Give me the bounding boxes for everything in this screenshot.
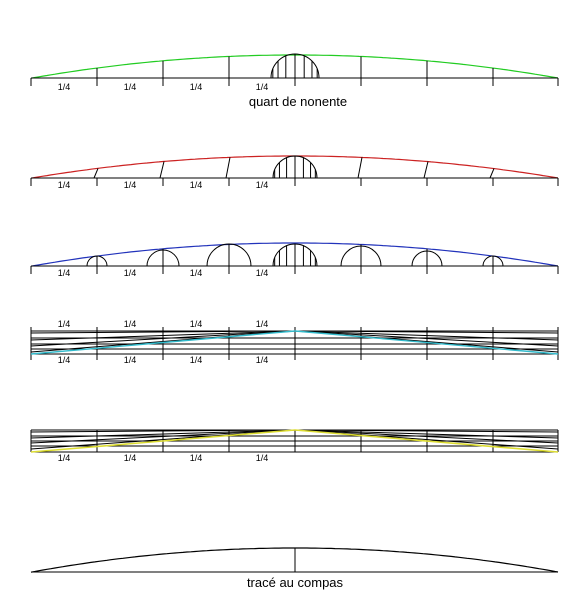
panel-cyan-construction: 1/4 1/4 1/4 1/4 1/4 1/4 1/4 1/4 <box>30 319 559 365</box>
half-circle <box>272 243 318 267</box>
converging-line <box>294 429 559 433</box>
quarter-label: 1/4 <box>190 453 203 463</box>
quarter-label: 1/4 <box>190 82 203 92</box>
quarter-label: 1/4 <box>58 180 71 190</box>
quarter-label: 1/4 <box>256 319 269 329</box>
panel-red-arc: 1/4 1/4 1/4 1/4 <box>30 155 559 190</box>
ordinate <box>357 157 363 179</box>
ordinate <box>423 161 429 179</box>
converging-line <box>294 429 559 439</box>
quarter-circle-fan <box>272 243 318 267</box>
converging-line <box>294 330 559 334</box>
ordinate <box>489 168 495 179</box>
quarter-labels: 1/4 1/4 1/4 1/4 <box>58 180 269 190</box>
converging-line <box>30 429 296 433</box>
ordinate <box>93 168 99 179</box>
quarter-label: 1/4 <box>124 355 137 365</box>
quarter-circle-fan <box>270 53 320 79</box>
quarter-label: 1/4 <box>124 180 137 190</box>
converging-line <box>294 330 559 341</box>
quarter-labels-top: 1/4 1/4 1/4 1/4 <box>58 319 269 329</box>
blue-arc <box>30 242 559 267</box>
ordinate-marks <box>30 266 559 274</box>
ordinate <box>159 161 165 179</box>
yellow-line <box>30 429 296 453</box>
quarter-circle-fan <box>272 155 318 179</box>
panel-yellow-construction: 1/4 1/4 1/4 1/4 <box>30 429 559 463</box>
cyan-line <box>294 330 559 355</box>
half-circle <box>270 53 320 79</box>
quarter-label: 1/4 <box>124 268 137 278</box>
construction-lines <box>30 327 559 360</box>
semicircles <box>86 243 504 267</box>
quarter-labels: 1/4 1/4 1/4 1/4 <box>58 453 269 463</box>
caption-trace-au-compas: tracé au compas <box>247 575 344 590</box>
quarter-label: 1/4 <box>256 82 269 92</box>
semicircle <box>86 255 108 267</box>
ordinate <box>225 157 231 179</box>
ordinate-marks <box>30 157 559 186</box>
panel-quart-de-nonente: 1/4 1/4 1/4 1/4 quart de nonente <box>30 53 559 109</box>
half-circle <box>272 155 318 179</box>
quarter-label: 1/4 <box>190 268 203 278</box>
quarter-label: 1/4 <box>256 453 269 463</box>
caption-quart-de-nonente: quart de nonente <box>249 94 347 109</box>
quarter-labels-bottom: 1/4 1/4 1/4 1/4 <box>58 355 269 365</box>
quarter-label: 1/4 <box>256 355 269 365</box>
panel-blue-arc: 1/4 1/4 1/4 1/4 <box>30 242 559 278</box>
ordinate-marks <box>30 56 559 86</box>
cyan-line <box>30 330 296 355</box>
quarter-labels: 1/4 1/4 1/4 1/4 <box>58 268 269 278</box>
panel-trace-au-compas: tracé au compas <box>30 547 559 590</box>
quarter-label: 1/4 <box>58 453 71 463</box>
converging-line <box>294 429 559 444</box>
converging-line <box>294 330 559 347</box>
quarter-label: 1/4 <box>190 180 203 190</box>
quarter-label: 1/4 <box>256 268 269 278</box>
semicircle <box>482 255 504 267</box>
semicircle <box>206 243 252 267</box>
converging-line <box>30 330 296 334</box>
quarter-label: 1/4 <box>58 268 71 278</box>
quarter-label: 1/4 <box>190 319 203 329</box>
converging-line <box>30 330 296 347</box>
construction-lines <box>30 429 559 453</box>
converging-line <box>30 429 296 444</box>
converging-line <box>30 330 296 341</box>
quarter-label: 1/4 <box>124 319 137 329</box>
quarter-label: 1/4 <box>58 355 71 365</box>
quarter-label: 1/4 <box>124 82 137 92</box>
quarter-label: 1/4 <box>256 180 269 190</box>
quarter-label: 1/4 <box>58 82 71 92</box>
yellow-line <box>294 429 559 453</box>
quarter-label: 1/4 <box>124 453 137 463</box>
converging-line <box>30 429 296 439</box>
quarter-labels: 1/4 1/4 1/4 1/4 <box>58 82 269 92</box>
quarter-label: 1/4 <box>190 355 203 365</box>
quarter-label: 1/4 <box>58 319 71 329</box>
